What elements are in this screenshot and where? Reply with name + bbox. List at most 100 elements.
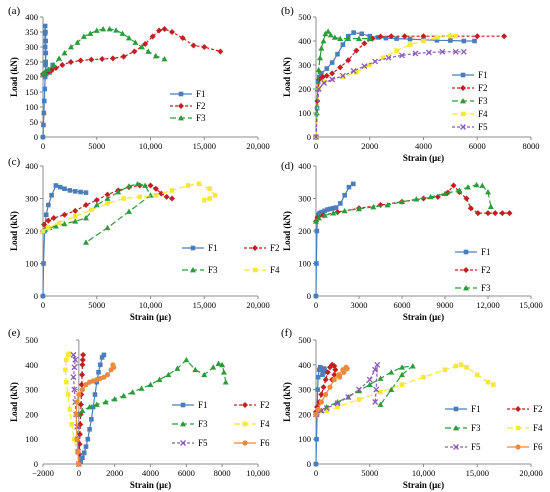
- series-F3-point-7: [384, 202, 391, 208]
- series-F6-point-legend: [242, 440, 248, 446]
- chart-panel-3: (c) 0 5000 10,000 15,000 20,000 0 100 200 300 400 L…: [8, 156, 280, 322]
- series-F3-point-8: [388, 369, 395, 375]
- series-F3: [40, 180, 154, 245]
- y-axis-label: Load (kN): [9, 211, 19, 251]
- series-F2-point-legend: [460, 85, 466, 91]
- y-tick-label: 0: [34, 291, 38, 301]
- series-F5-point-11: [425, 49, 432, 56]
- y-tick-label: 0: [34, 132, 38, 142]
- y-tick-label: 200: [25, 72, 38, 82]
- series-F5-point-12: [439, 48, 446, 55]
- legend-label-F3: F3: [198, 419, 208, 429]
- series-F1-point-0: [313, 293, 319, 299]
- series-F6: [73, 362, 117, 467]
- series-F4-point-7: [137, 194, 143, 200]
- series-F4-point-10: [421, 38, 426, 44]
- series-F6-point-10: [341, 369, 347, 375]
- series-F3-point-5: [356, 205, 362, 212]
- x-axis-label: Strain (με): [130, 480, 171, 490]
- series-F3-point-10: [93, 27, 100, 33]
- legend-label-F3: F3: [196, 113, 206, 123]
- series-F3-point-3: [50, 62, 57, 68]
- series-F4-point-2: [56, 220, 62, 226]
- series-F3-point-18: [145, 48, 152, 54]
- series-F3-point-13: [113, 27, 120, 33]
- series-F5-point-6: [366, 376, 373, 383]
- series-F1-point-7: [322, 208, 327, 214]
- series-F3-point-3: [315, 66, 322, 73]
- series-F4-point-3: [72, 214, 78, 219]
- series-F3-point-16: [132, 39, 139, 45]
- series-F3-point-0: [313, 218, 319, 224]
- y-axis-label: Load (kN): [9, 57, 19, 97]
- legend-label-F4: F4: [478, 109, 488, 119]
- series-F2-point-legend: [515, 406, 521, 412]
- series-F5-point-3: [329, 76, 336, 83]
- series-F2-point-legend: [463, 267, 469, 273]
- series-F4-point-3: [69, 422, 74, 427]
- series-F3-point-9: [399, 364, 405, 370]
- x-tick-label: 10,000: [412, 468, 435, 478]
- series-F5-point-10: [70, 351, 77, 358]
- series-F1-point-10: [72, 189, 78, 194]
- y-tick-label: 300: [298, 385, 311, 395]
- series-F1-point-1: [41, 122, 46, 128]
- series-F4-point-1: [46, 225, 51, 231]
- series-F3-point-legend: [460, 98, 466, 104]
- series-F1-point-18: [434, 37, 440, 43]
- series-F4-point-9: [458, 362, 464, 368]
- series-F3-point-1: [313, 110, 320, 116]
- x-axis-label: Strain (με): [403, 480, 444, 490]
- series-F1-point-11: [333, 205, 339, 210]
- legend-label-F2: F2: [196, 101, 206, 111]
- series-F4-point-legend: [515, 425, 521, 431]
- legend-label-F4: F4: [270, 265, 280, 275]
- panel-label: (c): [8, 156, 21, 168]
- series-F3-point-8: [325, 28, 332, 34]
- series-F1-point-14: [346, 184, 352, 190]
- series-F4-point-12: [207, 186, 212, 192]
- series-F1-point-legend: [460, 72, 466, 78]
- legend: F1 F2 F3: [170, 89, 206, 123]
- series-F2-point-12: [147, 182, 154, 189]
- legend-label-F6: F6: [260, 438, 270, 448]
- series-F6-point-5: [76, 391, 82, 398]
- series-F5-point-4: [339, 72, 346, 79]
- x-tick-label: 10,000: [139, 300, 162, 310]
- series-F2-point-17: [501, 33, 508, 40]
- series-F3-point-17: [215, 360, 222, 366]
- series-F1-point-7: [43, 50, 49, 56]
- series-F6-point-2: [318, 399, 324, 405]
- series-line-F3: [315, 30, 370, 138]
- x-tick-label: 3000: [351, 300, 368, 310]
- y-tick-label: 300: [25, 385, 38, 395]
- series-F2-point-3: [76, 431, 83, 438]
- series-F3-point-12: [106, 26, 113, 32]
- series-F3-point-14: [366, 35, 373, 41]
- x-axis-label: Strain (με): [130, 312, 171, 322]
- series-F1-point-legend: [190, 245, 196, 251]
- series-F4-point-9: [169, 188, 175, 193]
- x-tick-label: 4000: [142, 468, 159, 478]
- series-F2-point-16: [156, 27, 163, 34]
- series-F4-point-14: [207, 196, 212, 201]
- series-F3-point-6: [366, 381, 373, 388]
- series-F1-point-7: [57, 184, 63, 190]
- series-F1-point-0: [40, 134, 46, 140]
- series-F3-point-3: [334, 399, 341, 405]
- series-F2-point-9: [88, 56, 95, 63]
- series-F2-point-11: [109, 55, 116, 62]
- series-F2-point-12: [388, 33, 395, 40]
- series-F1-point-10: [351, 30, 356, 35]
- y-tick-label: 200: [25, 409, 38, 419]
- series-F3-point-2: [86, 403, 93, 410]
- series-F1-point-11: [322, 367, 327, 373]
- series-F2-point-21: [201, 44, 208, 50]
- series-F3-point-7: [93, 202, 100, 208]
- x-axis-label: Strain (με): [403, 312, 444, 322]
- series-F1-point-6: [318, 364, 323, 370]
- x-tick-label: 0: [314, 141, 318, 151]
- x-tick-label: 6000: [394, 300, 411, 310]
- series-line-F2: [315, 184, 510, 222]
- series-F3-point-13: [377, 401, 384, 407]
